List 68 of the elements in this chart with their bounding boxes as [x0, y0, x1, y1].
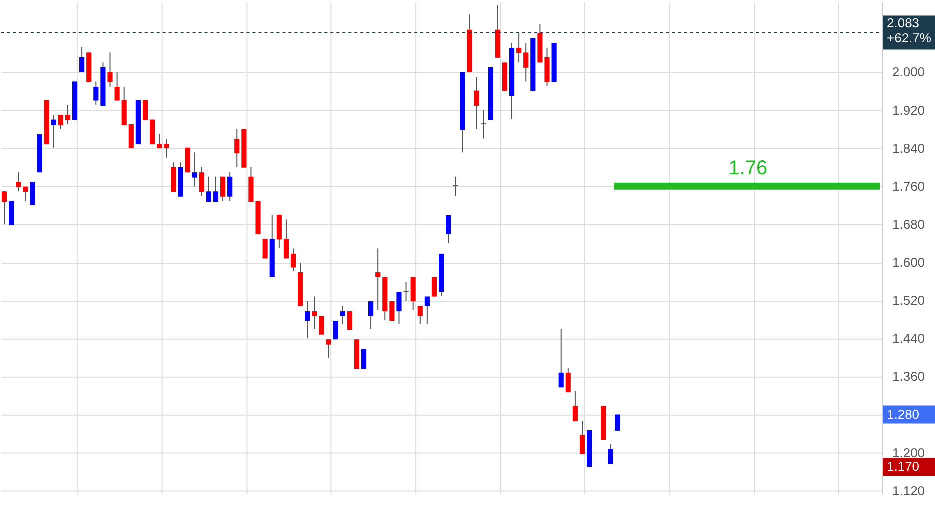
candlestick [128, 124, 134, 149]
candlestick [558, 328, 564, 388]
candlestick [566, 368, 571, 393]
ref-line-label: 1.76 [728, 157, 768, 180]
candlestick [284, 219, 289, 260]
candlestick [94, 81, 99, 106]
candlestick [319, 316, 324, 336]
candlestick [340, 306, 346, 325]
candlestick [418, 306, 423, 325]
candlestick [30, 182, 36, 206]
candlestick [142, 100, 148, 121]
candlestick [580, 420, 586, 455]
y-tick-label: 1.120 [892, 483, 926, 498]
text: 1.280 [887, 406, 920, 422]
candlestick [114, 72, 120, 102]
candlestick [516, 32, 522, 64]
y-tick-label: 1.680 [892, 216, 926, 232]
y-tick-label: 1.360 [892, 369, 926, 384]
candlestick [213, 176, 219, 203]
candlestick [390, 301, 395, 322]
y-tick-label: 1.840 [892, 140, 926, 156]
candlestick [424, 296, 430, 325]
candlestick [108, 52, 113, 88]
candlestick [192, 152, 198, 188]
candlestick [80, 46, 85, 73]
candlestick [51, 114, 56, 148]
candlestick [446, 214, 452, 244]
candlestick [368, 301, 374, 330]
candlestick [347, 311, 352, 331]
candlestick [453, 176, 458, 197]
candlestick [206, 176, 212, 203]
candlestick [234, 128, 240, 168]
candlestick [305, 301, 310, 340]
candlestick [333, 320, 338, 340]
y-tick-label: 1.920 [892, 102, 926, 118]
y-tick-label: 1.760 [892, 178, 926, 194]
candlestick [608, 444, 614, 465]
candlestick [262, 238, 268, 260]
y-tick-label: 1.600 [892, 255, 926, 270]
candlestick [65, 104, 70, 126]
candlestick [2, 191, 8, 225]
candlestick [58, 114, 64, 130]
candlestick [312, 296, 318, 330]
text: 1.170 [887, 459, 920, 474]
y-tick-label: 1.440 [892, 331, 926, 346]
candlestick [157, 134, 162, 149]
candlestick [524, 42, 529, 82]
y-tick-label: 1.520 [892, 293, 926, 308]
candlestick [432, 276, 438, 298]
candlestick [199, 166, 204, 197]
candlestick [396, 292, 402, 325]
ref-line-label: 2.083 +62.7% [887, 16, 932, 46]
candlestick [615, 414, 620, 432]
candlestick [404, 282, 409, 302]
candlestick [361, 348, 367, 370]
candlestick [572, 390, 578, 422]
candlestick [220, 176, 226, 202]
candlestick [164, 138, 170, 158]
candlestick [481, 110, 486, 140]
candlestick [326, 339, 332, 359]
candlestick [23, 186, 28, 202]
candlestick [290, 248, 296, 272]
candlestick [474, 76, 480, 130]
candlestick [16, 172, 22, 192]
y-tick-label: 1.200 [892, 445, 926, 460]
y-tick-label: 2.000 [892, 64, 926, 80]
candlestick [228, 172, 233, 202]
candlestick [376, 248, 381, 312]
